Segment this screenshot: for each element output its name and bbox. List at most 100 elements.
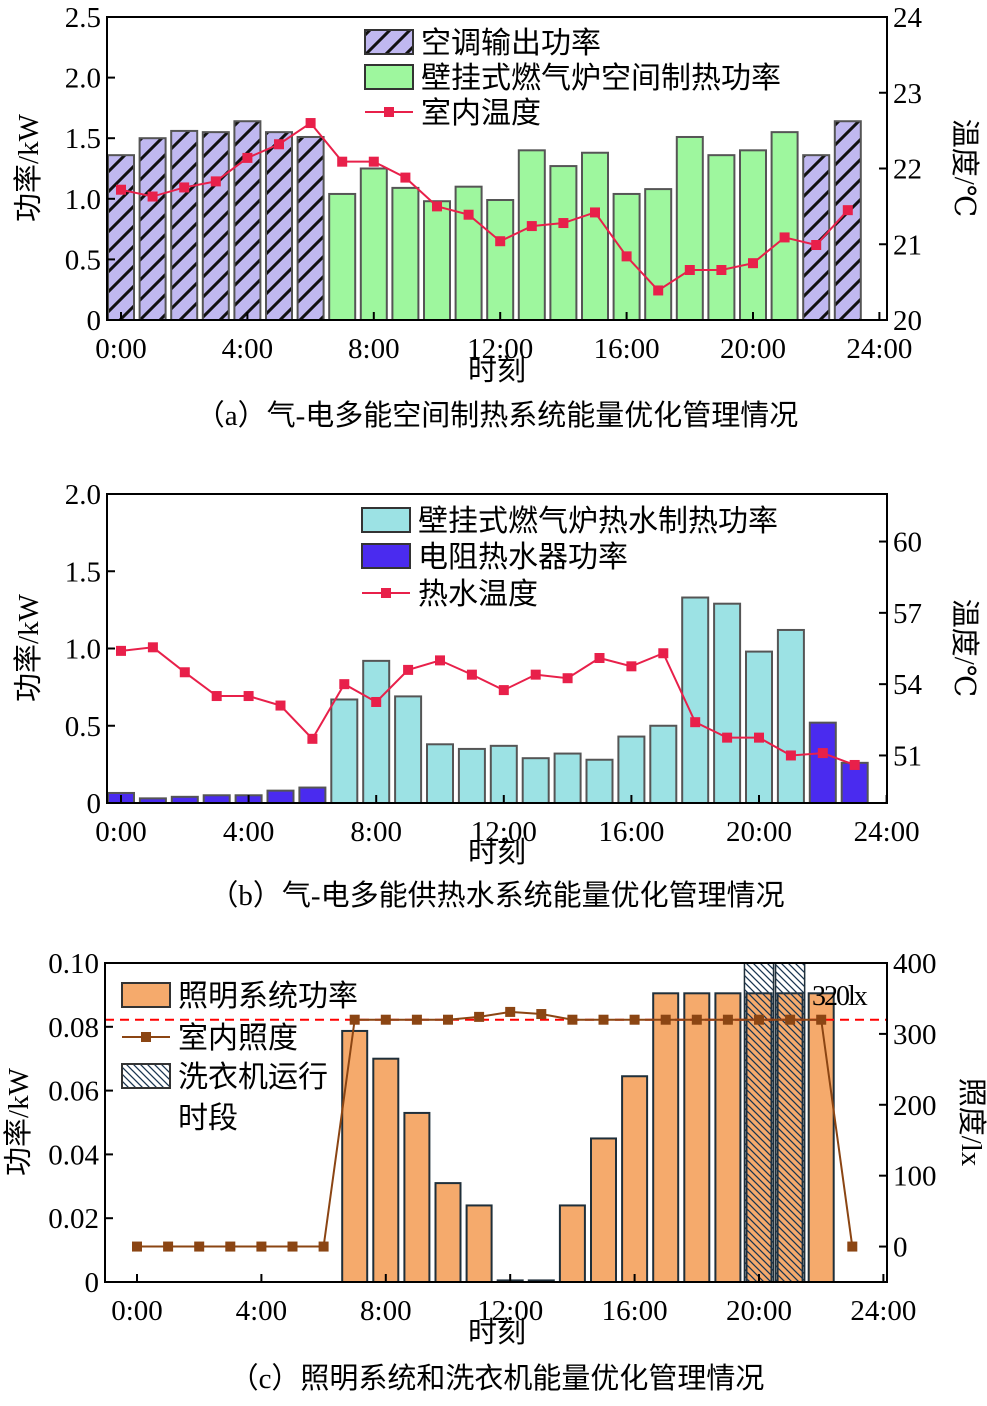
legend-label-2-line2: 时段 [178, 1102, 238, 1135]
point-2-9 [400, 172, 411, 183]
chart-c: 320lx 0:00 4:00 8:00 12:00 16:00 20:00 24:00 0 0.… [2, 948, 987, 1395]
bar-1-17 [644, 188, 673, 321]
point-2-18 [684, 265, 695, 276]
washer-span-20 [743, 962, 775, 1283]
legend-label-0: 照明系统功率 [178, 980, 358, 1013]
point-1-10 [443, 1014, 453, 1025]
y2-tick-label: 300 [893, 1019, 937, 1051]
point-1-15 [598, 1014, 609, 1025]
point-2-0 [116, 184, 126, 195]
series-line-2 [120, 646, 856, 766]
point-1-5 [287, 1241, 298, 1252]
point-2-1 [147, 642, 158, 653]
point-1-14 [567, 1014, 578, 1025]
chart-b: 0:00 4:00 8:00 12:00 16:00 20:00 24:00 0 0.5 1.0 1… [12, 479, 981, 912]
point-1-17 [660, 1014, 671, 1025]
point-2-3 [210, 176, 221, 187]
bar-0-9 [394, 695, 423, 805]
bar-1-22 [808, 721, 837, 804]
y2-tick-label: 200 [893, 1090, 937, 1122]
point-2-10 [432, 201, 442, 212]
x-tick-label: 20:00 [726, 816, 792, 848]
bar-1-11 [454, 185, 483, 321]
point-1-1 [163, 1241, 174, 1252]
legend-label-0: 空调输出功率 [421, 27, 601, 60]
point-2-15 [594, 653, 605, 664]
bar-0-18 [683, 992, 711, 1283]
bar-0-2 [170, 129, 199, 321]
point-1-19 [722, 1014, 733, 1025]
bar-0-3 [201, 131, 230, 321]
bar-0-4 [233, 120, 262, 322]
bar-1-18 [675, 135, 704, 321]
x-tick-label: 24:00 [854, 816, 920, 848]
point-2-0 [116, 645, 126, 656]
point-2-12 [495, 236, 506, 247]
point-2-20 [754, 732, 764, 743]
chart-caption: （a）气-电多能空间制热系统能量优化管理情况 [196, 399, 799, 432]
bar-0-7 [330, 698, 359, 804]
point-2-16 [621, 251, 632, 262]
y2-tick-label: 24 [893, 2, 923, 34]
point-2-10 [435, 655, 445, 666]
point-1-2 [194, 1241, 205, 1252]
y2-tick-label: 60 [893, 527, 922, 559]
legend-label-1: 电阻热水器功率 [418, 541, 628, 574]
point-2-14 [558, 218, 569, 229]
point-2-14 [562, 673, 573, 684]
x-tick-label: 12:00 [467, 333, 533, 365]
y-tick-label: 0.10 [48, 948, 99, 980]
legend-swatch-0 [121, 982, 171, 1008]
point-2-18 [690, 717, 701, 728]
point-2-2 [179, 667, 190, 678]
point-1-3 [225, 1241, 236, 1252]
legend-label-0: 壁挂式燃气炉热水制热功率 [418, 505, 778, 538]
point-2-9 [403, 664, 414, 675]
point-1-22 [816, 1014, 827, 1025]
y-tick-label: 0.5 [65, 711, 101, 743]
point-2-5 [275, 700, 286, 711]
bar-0-14 [558, 1204, 586, 1283]
point-2-22 [817, 748, 828, 759]
washer-span-21 [774, 962, 806, 1283]
point-2-13 [530, 669, 541, 680]
series-line-1 [137, 1010, 854, 1248]
legend-label-2: 热水温度 [418, 578, 538, 611]
legend-swatch-0 [361, 507, 411, 533]
x-tick-label: 4:00 [222, 333, 274, 365]
bar-0-16 [617, 735, 646, 804]
y-tick-label: 1.5 [65, 556, 101, 588]
legend-marker-2 [381, 588, 391, 598]
point-2-21 [779, 232, 790, 243]
y-tick-label: 0.06 [48, 1076, 99, 1108]
bar-0-9 [403, 1111, 431, 1284]
y2-tick-label: 400 [893, 948, 937, 980]
legend-swatch-2 [121, 1063, 171, 1089]
bar-1-3 [202, 794, 231, 805]
bar-0-11 [457, 747, 486, 804]
x-tick-label: 8:00 [350, 816, 402, 848]
y2-tick-label: 51 [893, 740, 922, 772]
bar-0-14 [553, 752, 582, 804]
x-tick-label: 12:00 [477, 1295, 543, 1327]
point-2-5 [274, 139, 284, 150]
point-2-13 [526, 221, 537, 232]
legend-label-1: 壁挂式燃气炉空间制热功率 [421, 62, 781, 95]
bar-0-5 [265, 131, 293, 321]
y-tick-label: 0.04 [48, 1139, 99, 1171]
bar-1-20 [739, 149, 767, 321]
bar-0-17 [652, 992, 680, 1283]
bar-0-1 [138, 137, 167, 321]
bar-0-15 [585, 758, 614, 804]
legend-swatch-1 [361, 543, 411, 569]
y-tick-label: 2.0 [65, 63, 101, 95]
point-2-1 [147, 191, 158, 202]
y-tick-label: 0.02 [48, 1203, 99, 1235]
bar-0-12 [489, 744, 518, 805]
bar-0-22 [802, 154, 831, 321]
bar-1-7 [328, 192, 357, 321]
point-2-15 [590, 207, 600, 218]
bar-1-9 [391, 186, 420, 321]
bar-1-19 [707, 154, 736, 321]
